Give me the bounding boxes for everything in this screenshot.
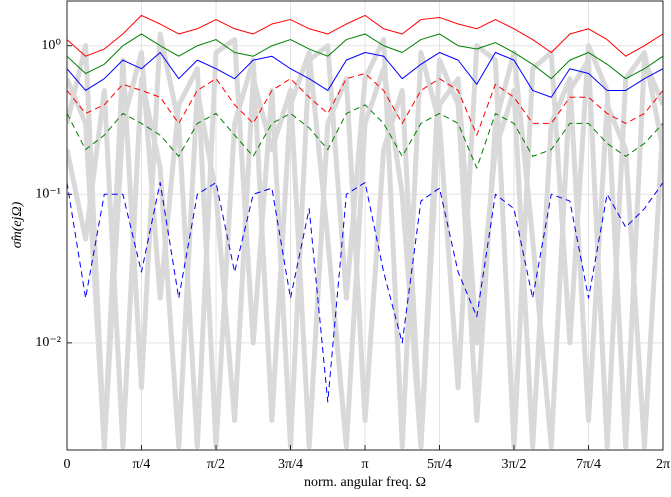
x-tick-label: 0 <box>64 457 71 472</box>
series-line <box>67 76 663 450</box>
tick-labels: 0 π/4 π/2 3π/4 π 5π/4 3π/2 7π/4 2π 10⁻² 10⁻¹ 10⁰ <box>35 38 670 472</box>
x-tick-label: π/4 <box>132 457 150 472</box>
x-tick-label: 3π/4 <box>278 457 303 472</box>
series-line <box>67 104 663 169</box>
series-line <box>67 14 663 57</box>
series-line <box>67 33 663 80</box>
y-tick-label: 10⁻² <box>35 335 61 350</box>
y-tick-label: 10⁻¹ <box>35 187 61 202</box>
x-tick-label: π <box>362 457 369 472</box>
x-tick-label: 2π <box>656 457 670 472</box>
series-line <box>67 182 663 403</box>
series-line <box>67 50 663 450</box>
x-tick-label: 7π/4 <box>576 457 601 472</box>
plot-lines <box>67 14 663 450</box>
x-tick-label: 5π/4 <box>427 457 452 472</box>
y-tick-label: 10⁰ <box>41 38 61 53</box>
x-tick-label: π/2 <box>207 457 225 472</box>
x-tick-label: 3π/2 <box>501 457 526 472</box>
x-axis-label: norm. angular freq. Ω <box>304 475 426 490</box>
y-axis-label: σ̂m(ejΩ) <box>10 201 25 248</box>
series-line <box>67 52 663 98</box>
